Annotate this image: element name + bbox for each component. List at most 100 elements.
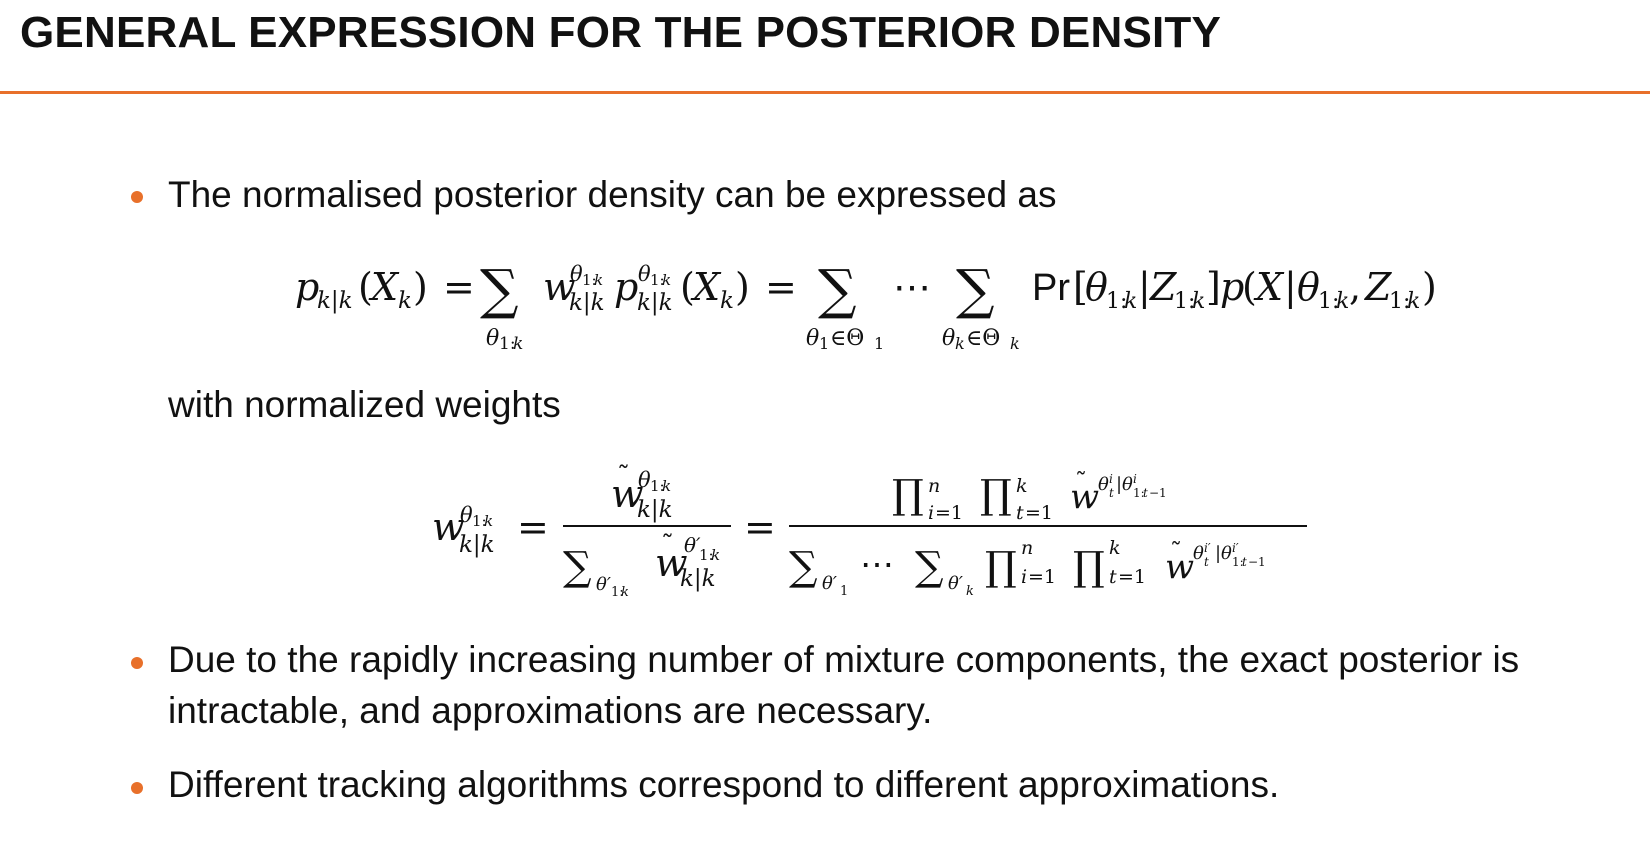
svg-text:⋯: ⋯ — [860, 545, 894, 585]
svg-text:˜: ˜ — [661, 531, 674, 561]
svg-text:θ: θ — [570, 262, 583, 286]
svg-text:k: k — [711, 546, 720, 564]
svg-text:i′: i′ — [1232, 541, 1239, 555]
svg-text:k: k — [1407, 289, 1420, 314]
svg-text:θ′: θ′ — [822, 573, 837, 594]
svg-text:=1: =1 — [1028, 566, 1056, 588]
svg-text:−1: −1 — [1149, 486, 1167, 500]
svg-text:∑: ∑ — [818, 258, 857, 321]
svg-text:k: k — [1016, 475, 1028, 497]
title-divider — [0, 91, 1650, 94]
svg-text:=: = — [517, 505, 549, 549]
svg-text:θ: θ — [806, 326, 819, 351]
svg-text:i: i — [1021, 566, 1027, 588]
svg-text:(: ( — [358, 265, 373, 309]
svg-text:k: k — [1336, 289, 1349, 314]
svg-text:): ) — [413, 265, 428, 309]
bullet-point — [131, 657, 143, 669]
bullet-2-line-2: intractable, and approximations are nece… — [168, 690, 933, 731]
svg-text:p: p — [614, 265, 638, 309]
svg-text:k|k: k|k — [637, 497, 673, 523]
svg-text:|: | — [1138, 265, 1151, 309]
svg-text:1: 1 — [874, 334, 884, 353]
svg-text:=1: =1 — [1025, 502, 1053, 524]
svg-text:i: i — [928, 502, 934, 524]
svg-text:p: p — [295, 265, 319, 309]
svg-text:k: k — [955, 334, 965, 353]
svg-text:t: t — [1204, 555, 1209, 569]
svg-text:∏: ∏ — [980, 472, 1012, 518]
svg-text:=1: =1 — [935, 502, 963, 524]
svg-text:θ: θ — [638, 262, 651, 286]
svg-text:˜: ˜ — [1170, 538, 1182, 566]
svg-text:t: t — [1242, 555, 1247, 569]
svg-text:|: | — [1215, 543, 1221, 564]
svg-text:∏: ∏ — [892, 472, 924, 518]
svg-text:k|k: k|k — [637, 290, 673, 316]
svg-text:1:: 1: — [650, 477, 665, 495]
svg-text:i′: i′ — [1204, 541, 1211, 555]
svg-text:k: k — [513, 334, 523, 354]
svg-text:w: w — [611, 472, 644, 516]
svg-text:X: X — [1253, 265, 1285, 309]
svg-text:1:: 1: — [499, 334, 516, 354]
svg-text:k: k — [621, 585, 629, 600]
svg-text:w: w — [1165, 547, 1194, 587]
bullet-point — [131, 191, 143, 203]
svg-text:=: = — [744, 505, 776, 549]
svg-text:X: X — [368, 265, 400, 309]
svg-text:=: = — [443, 265, 475, 309]
svg-text:k: k — [662, 271, 671, 289]
svg-text:k: k — [594, 271, 603, 289]
svg-text:θ′: θ′ — [948, 573, 963, 594]
svg-text:,: , — [1349, 265, 1361, 309]
svg-text:k: k — [398, 288, 412, 314]
svg-text:∈Θ: ∈Θ — [830, 326, 864, 351]
svg-text:w: w — [432, 505, 465, 549]
svg-text:˜: ˜ — [617, 462, 630, 492]
svg-text:k: k — [966, 584, 974, 599]
svg-text:t: t — [1109, 486, 1114, 500]
svg-text:−1: −1 — [1248, 555, 1266, 569]
svg-text:θ: θ — [1122, 474, 1133, 495]
svg-text:=: = — [765, 265, 797, 309]
svg-text:θ: θ — [942, 326, 955, 351]
svg-text:˜: ˜ — [1075, 468, 1087, 496]
svg-text:k|k: k|k — [317, 288, 353, 314]
svg-text:[: [ — [1073, 265, 1088, 309]
svg-text:θ: θ — [1085, 265, 1108, 309]
svg-text:n: n — [1021, 537, 1033, 559]
svg-text:∑: ∑ — [915, 544, 944, 590]
svg-text:1:: 1: — [1133, 486, 1145, 500]
svg-text:1:: 1: — [611, 585, 624, 600]
svg-text:θ: θ — [1098, 474, 1109, 495]
svg-text:1:: 1: — [582, 271, 597, 289]
svg-text:w: w — [1070, 477, 1099, 517]
svg-text:t: t — [1016, 502, 1024, 524]
svg-text:k: k — [1010, 334, 1020, 353]
svg-text:k: k — [662, 477, 671, 495]
bullet-point — [131, 782, 143, 794]
svg-text:w: w — [655, 541, 688, 585]
svg-text:]: ] — [1206, 265, 1221, 309]
svg-text:i: i — [1109, 472, 1113, 486]
svg-text:k: k — [1192, 289, 1205, 314]
svg-text:): ) — [1422, 265, 1437, 309]
svg-text:∑: ∑ — [480, 258, 519, 321]
svg-text:k|k: k|k — [459, 532, 495, 558]
svg-text:θ′: θ′ — [596, 574, 611, 595]
bullet-1-text: The normalised posterior density can be … — [168, 174, 1057, 215]
svg-text:∈Θ: ∈Θ — [966, 326, 1000, 351]
svg-text:|: | — [1284, 265, 1297, 309]
svg-text:∏: ∏ — [1073, 544, 1105, 590]
svg-text:k: k — [1124, 289, 1137, 314]
bullet-3-text: Different tracking algorithms correspond… — [168, 764, 1280, 805]
svg-text:k|k: k|k — [569, 290, 605, 316]
svg-text:k: k — [484, 512, 493, 530]
svg-text:θ: θ — [1221, 543, 1232, 564]
svg-text:1:: 1: — [650, 271, 665, 289]
svg-text:∑: ∑ — [789, 544, 818, 590]
svg-text:θ: θ — [1297, 265, 1320, 309]
